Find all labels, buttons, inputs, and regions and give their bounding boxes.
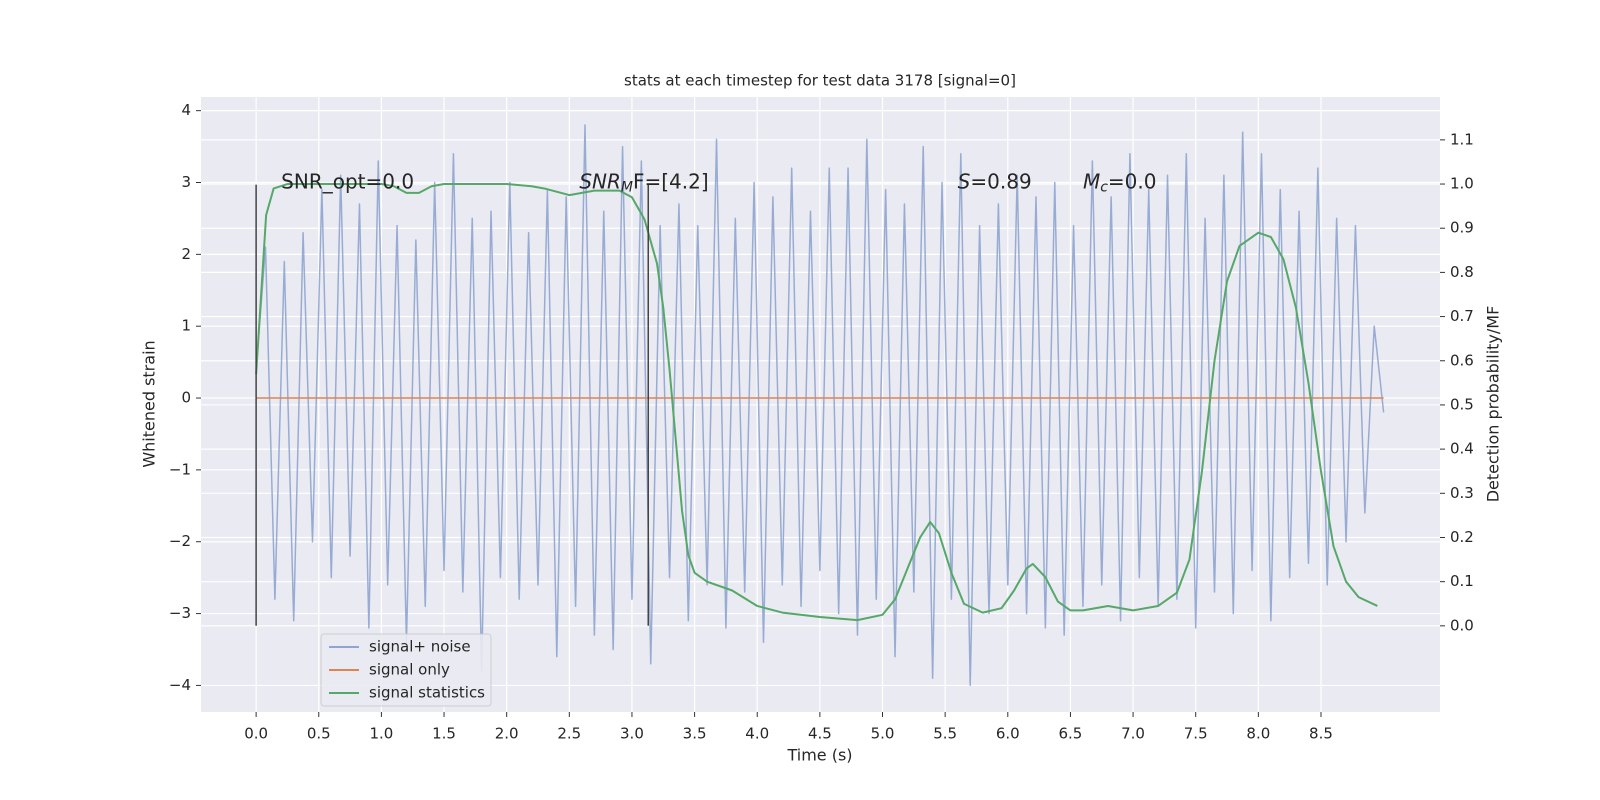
x-tick-label: 2.0 <box>495 725 519 743</box>
chart-title: stats at each timestep for test data 317… <box>624 72 1016 90</box>
annotation-tail: =0.0 <box>1108 169 1157 193</box>
y-tick-label: 0 <box>181 389 191 407</box>
x-tick-label: 0.0 <box>244 725 268 743</box>
legend-label: signal only <box>369 661 450 679</box>
x-tick-label: 4.5 <box>808 725 832 743</box>
y-tick-label: 4 <box>181 101 191 119</box>
series-line <box>255 124 1385 687</box>
annotation: SNR_opt=0.0 <box>281 169 414 193</box>
y2-tick-label: 1.1 <box>1450 130 1474 148</box>
annotation: S=0.89 <box>958 169 1032 193</box>
x-tick-label: 7.5 <box>1184 725 1208 743</box>
annotation-text: SNR_opt=0.0 <box>281 169 414 193</box>
annotation-sub: c <box>1100 179 1108 195</box>
legend-label: signal+ noise <box>369 638 471 656</box>
y2-tick-label: 0.4 <box>1450 440 1474 458</box>
series-line <box>255 183 1378 622</box>
x-tick-label: 4.0 <box>745 725 769 743</box>
annotation-main: SNR <box>579 169 621 193</box>
x-tick-label: 3.0 <box>620 725 644 743</box>
annotation-tail: =0.89 <box>970 169 1031 193</box>
x-tick-label: 6.0 <box>996 725 1020 743</box>
y-tick-label: −2 <box>169 532 191 550</box>
y2-axis-label: Detection probability/MF <box>1484 306 1503 503</box>
y-tick-label: 3 <box>181 173 191 191</box>
y2-tick-label: 1.0 <box>1450 175 1474 193</box>
y2-tick-label: 0.6 <box>1450 351 1474 369</box>
x-axis-label: Time (s) <box>786 746 852 765</box>
x-tick-label: 2.5 <box>557 725 581 743</box>
x-tick-label: 1.5 <box>432 725 456 743</box>
y2-tick-label: 0.8 <box>1450 263 1474 281</box>
y-axis-label: Whitened strain <box>140 340 159 467</box>
y-tick-label: 2 <box>181 245 191 263</box>
annotation-main: M <box>1083 169 1100 193</box>
y-tick-label: −4 <box>169 676 191 694</box>
x-tick-label: 6.5 <box>1059 725 1083 743</box>
x-tick-label: 7.0 <box>1121 725 1145 743</box>
legend-box <box>320 633 492 707</box>
annotation-main: S <box>958 169 971 193</box>
annotation: Mc=0.0 <box>1083 169 1157 196</box>
annotation: SNRMF=[4.2] <box>579 169 708 196</box>
legend-label: signal statistics <box>369 684 485 702</box>
y2-tick-label: 0.9 <box>1450 219 1474 237</box>
x-tick-label: 5.5 <box>933 725 957 743</box>
y2-tick-label: 0.5 <box>1450 395 1474 413</box>
y-tick-label: 1 <box>181 317 191 335</box>
annotation-tail: F=[4.2] <box>633 169 709 193</box>
y2-tick-label: 0.2 <box>1450 528 1474 546</box>
y-tick-label: −3 <box>169 604 191 622</box>
x-tick-label: 3.5 <box>683 725 707 743</box>
x-tick-label: 1.0 <box>369 725 393 743</box>
x-tick-label: 0.5 <box>307 725 331 743</box>
x-tick-label: 8.0 <box>1246 725 1270 743</box>
x-tick-label: 5.0 <box>871 725 895 743</box>
y2-tick-label: 0.0 <box>1450 616 1474 634</box>
x-tick-label: 8.5 <box>1309 725 1333 743</box>
y2-tick-label: 0.1 <box>1450 572 1474 590</box>
annotation-sub: M <box>621 179 633 195</box>
y-tick-label: −1 <box>169 460 191 478</box>
y2-tick-label: 0.7 <box>1450 307 1474 325</box>
y2-tick-label: 0.3 <box>1450 484 1474 502</box>
